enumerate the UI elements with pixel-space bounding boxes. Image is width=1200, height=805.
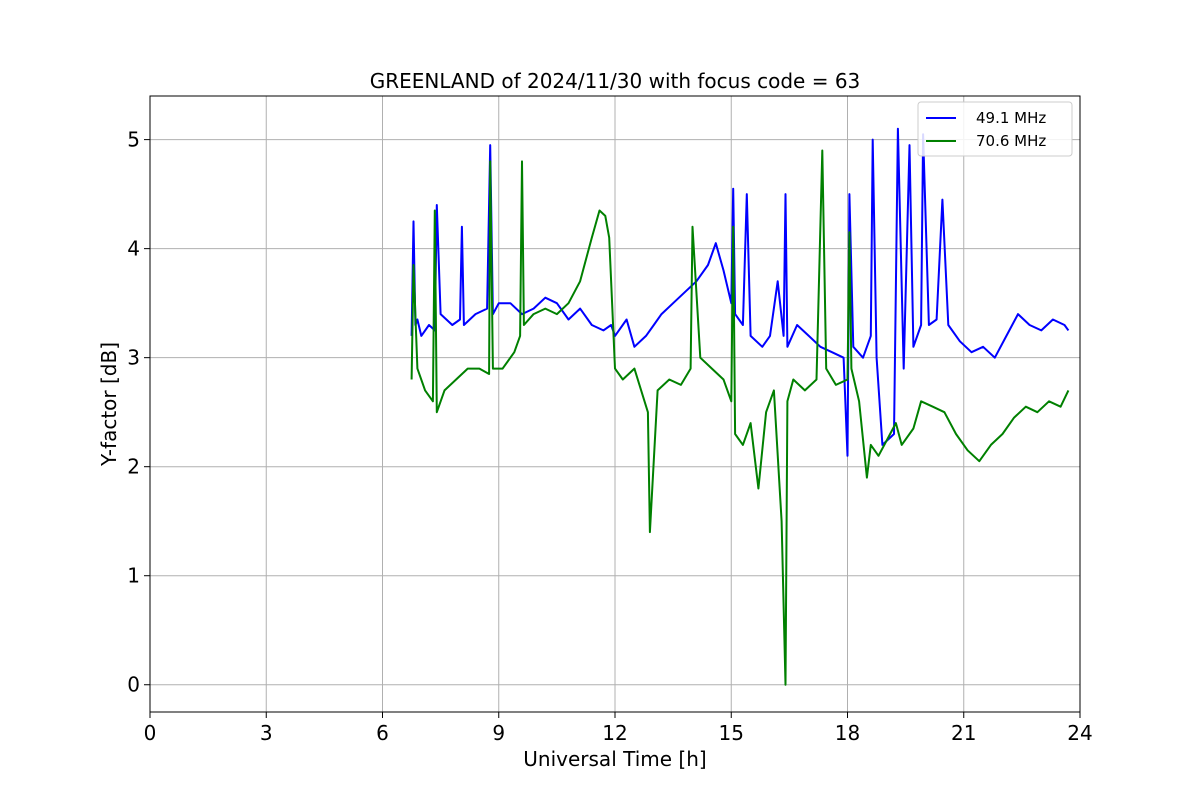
y-tick-label: 4 xyxy=(127,237,140,261)
legend-label-49-1-mhz: 49.1 MHz xyxy=(976,109,1046,127)
x-tick-label: 21 xyxy=(951,721,976,745)
y-tick-label: 5 xyxy=(127,128,140,152)
y-axis-label: Y-factor [dB] xyxy=(97,342,121,467)
series-layer xyxy=(410,127,1070,686)
chart-title: GREENLAND of 2024/11/30 with focus code … xyxy=(370,69,861,93)
x-axis-label: Universal Time [h] xyxy=(523,747,706,771)
y-tick-label: 1 xyxy=(127,564,140,588)
x-tick-label: 3 xyxy=(260,721,273,745)
x-tick-label: 6 xyxy=(376,721,389,745)
y-tick-label: 2 xyxy=(127,455,140,479)
y-tick-label: 0 xyxy=(127,673,140,697)
legend-label-70-6-mhz: 70.6 MHz xyxy=(976,132,1046,150)
y-tick-label: 3 xyxy=(127,346,140,370)
legend-box xyxy=(917,101,1073,157)
x-tick-label: 24 xyxy=(1067,721,1092,745)
x-tick-label: 18 xyxy=(835,721,860,745)
x-tick-label: 9 xyxy=(492,721,505,745)
legend: 49.1 MHz 70.6 MHz xyxy=(917,101,1073,157)
series-line-49-1-mhz xyxy=(410,127,1070,457)
series-line-70-6-mhz xyxy=(410,149,1070,686)
x-tick-label: 12 xyxy=(602,721,627,745)
x-tick-label: 15 xyxy=(719,721,744,745)
x-tick-label: 0 xyxy=(144,721,157,745)
